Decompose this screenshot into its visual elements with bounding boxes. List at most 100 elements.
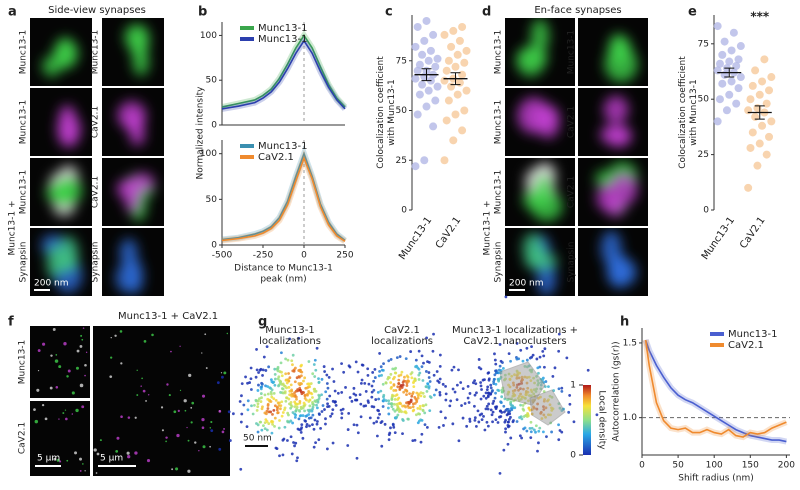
localization — [509, 436, 513, 440]
y-axis-label: Colocalization coefficient — [678, 56, 688, 169]
localization — [303, 394, 307, 398]
localization — [392, 389, 396, 392]
speck — [67, 369, 71, 373]
speck — [190, 406, 193, 409]
localization — [538, 355, 542, 359]
localization — [356, 370, 360, 374]
localization — [284, 357, 287, 361]
localization — [567, 410, 571, 414]
localization — [257, 383, 260, 387]
localization — [509, 400, 513, 404]
localization — [263, 427, 267, 431]
localization — [502, 448, 506, 452]
localization — [323, 370, 327, 373]
point — [411, 42, 420, 51]
localization — [320, 410, 324, 413]
localization — [263, 393, 267, 397]
row-label: Synapsin — [91, 242, 101, 283]
point — [746, 95, 755, 104]
image-content — [124, 23, 150, 76]
scale-bar-label: 5 µm — [37, 454, 60, 464]
localization — [416, 421, 420, 425]
localization — [393, 371, 397, 375]
point — [462, 86, 471, 95]
localization — [319, 426, 322, 430]
localization — [438, 353, 442, 357]
panel-label: a — [8, 5, 17, 20]
speck — [140, 385, 142, 387]
image-content — [56, 105, 82, 148]
localization — [372, 379, 376, 383]
point — [765, 86, 774, 95]
point — [453, 90, 462, 99]
localization — [314, 400, 318, 403]
localization — [421, 404, 425, 407]
localization — [294, 441, 298, 445]
localization — [397, 374, 401, 378]
image-content — [42, 37, 79, 77]
localization — [420, 354, 424, 358]
localization — [265, 409, 269, 413]
point — [755, 139, 764, 148]
localization — [278, 454, 281, 458]
localization — [269, 378, 273, 382]
point — [462, 46, 471, 55]
localization — [285, 381, 289, 385]
speck — [188, 373, 192, 377]
annotation: *** — [750, 10, 770, 24]
speck — [79, 383, 84, 388]
localization — [305, 393, 309, 396]
localization — [277, 426, 281, 430]
error-bar — [724, 67, 735, 78]
localization — [308, 398, 312, 402]
y-tick-label: 100 — [200, 31, 217, 41]
localization — [277, 375, 281, 379]
localization — [474, 424, 478, 428]
localization — [294, 409, 298, 413]
localization — [493, 373, 497, 377]
speck — [134, 451, 138, 455]
localization — [487, 391, 491, 395]
panel-title-part: Munc13-1 — [118, 311, 168, 322]
localization — [380, 373, 383, 377]
localization — [379, 421, 383, 425]
speck — [201, 394, 206, 398]
point — [460, 58, 469, 67]
localization — [325, 382, 329, 385]
blob — [53, 38, 79, 69]
localization — [315, 406, 319, 410]
localization — [428, 409, 432, 413]
localization — [401, 383, 405, 387]
blob — [58, 105, 76, 128]
blob — [58, 124, 79, 148]
point — [760, 55, 769, 64]
row-label: CaV2.1 — [91, 176, 101, 208]
localization — [291, 363, 294, 367]
point — [429, 30, 438, 39]
localization — [272, 397, 276, 401]
localization — [305, 386, 309, 390]
localization — [331, 399, 335, 403]
localization — [370, 384, 374, 388]
micrograph — [102, 88, 164, 156]
localization — [489, 383, 493, 387]
localization — [353, 398, 357, 402]
speck — [176, 433, 180, 438]
localization — [333, 389, 337, 393]
point — [753, 161, 762, 170]
localization — [419, 418, 423, 422]
blob — [119, 238, 138, 267]
localization — [376, 390, 380, 394]
y-axis-label: Normalized intensity — [196, 86, 206, 180]
localization — [271, 422, 275, 426]
localization — [302, 391, 305, 394]
speck — [93, 448, 97, 452]
speck — [99, 439, 102, 442]
x-tick-label: -500 — [212, 251, 233, 261]
blob — [516, 97, 551, 134]
speck — [95, 472, 98, 474]
localization — [473, 416, 477, 420]
localization — [334, 403, 338, 407]
speck — [96, 452, 100, 456]
localization — [423, 423, 427, 427]
